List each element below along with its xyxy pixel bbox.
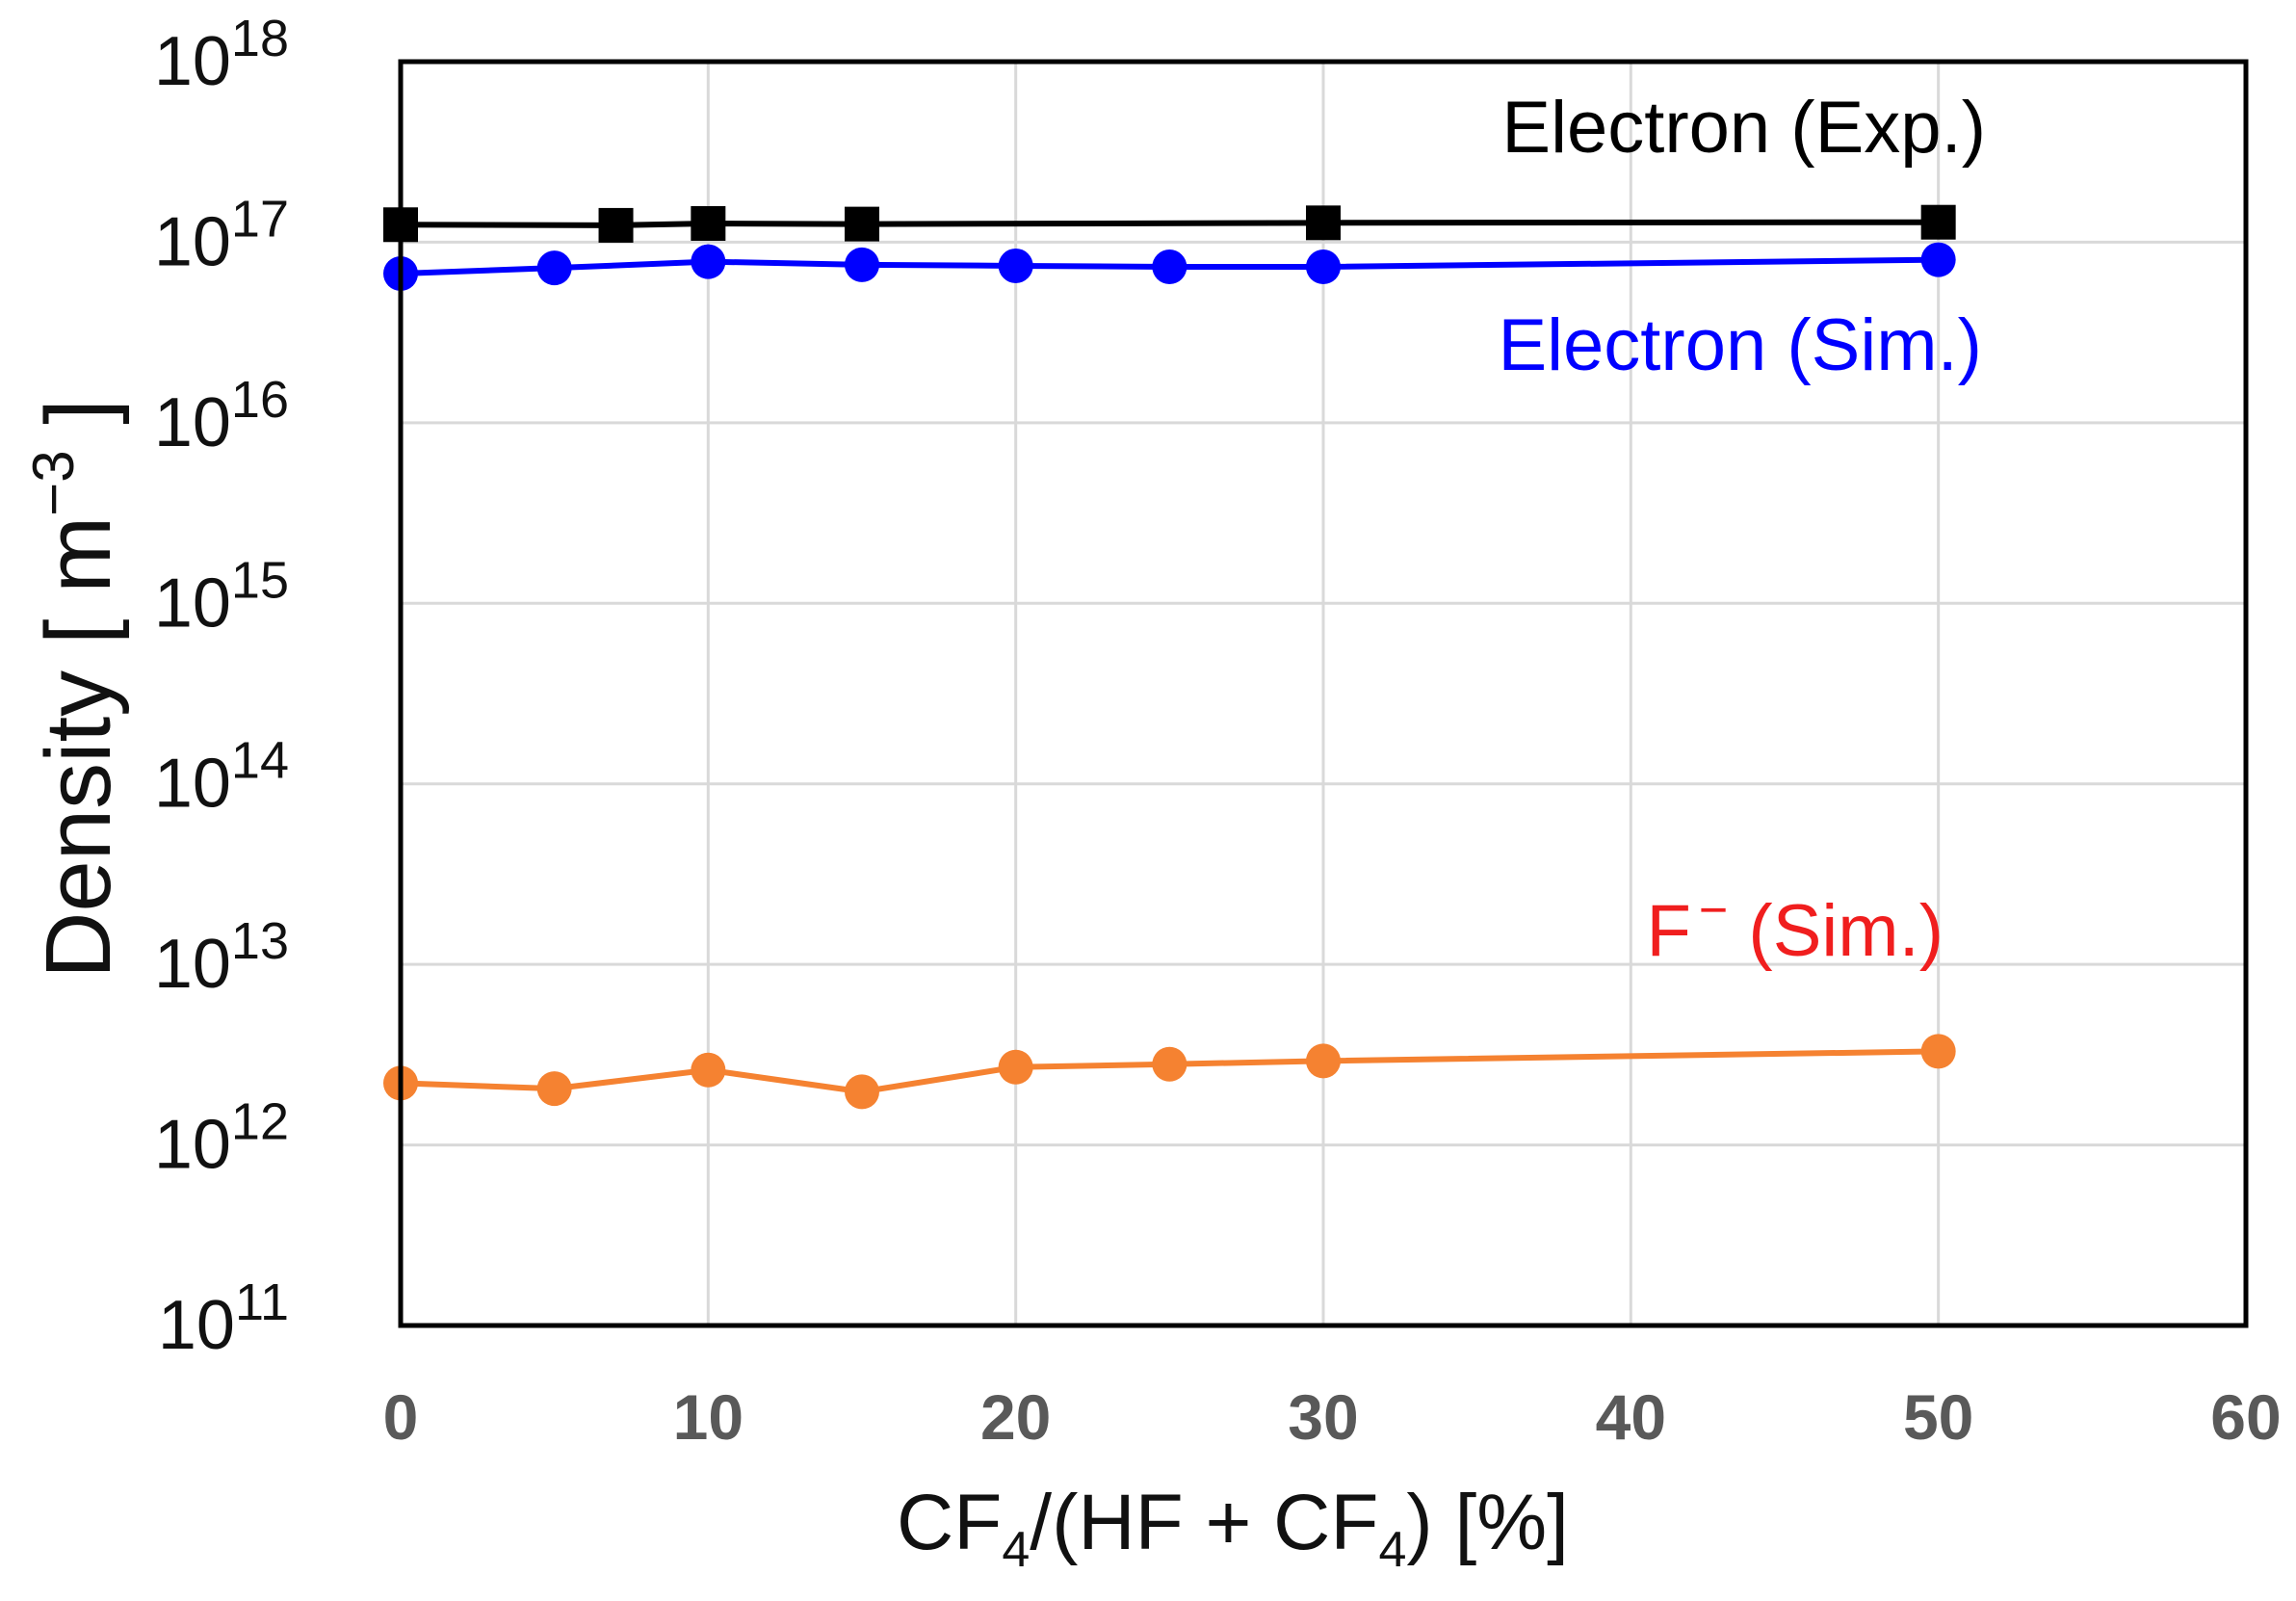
y-tick-label: 1015 xyxy=(154,551,289,642)
series-line xyxy=(400,219,1939,228)
data-point xyxy=(1920,1034,1956,1069)
series-2 xyxy=(383,1034,1956,1110)
y-tick-label: 1011 xyxy=(158,1273,289,1364)
x-tick-label: 40 xyxy=(1596,1381,1666,1453)
y-tick-label: 1016 xyxy=(154,371,289,461)
data-point xyxy=(998,248,1033,283)
data-point xyxy=(1306,205,1341,241)
plot-frame xyxy=(398,59,2249,1328)
series-line xyxy=(400,1048,1939,1095)
data-point xyxy=(845,206,879,242)
data-point xyxy=(691,244,726,279)
data-point xyxy=(1920,204,1956,240)
x-tick-label: 30 xyxy=(1288,1381,1358,1453)
series-labels: Electron (Exp.) Electron (Sim.) F − (Sim.) xyxy=(1498,87,1986,972)
x-axis-label: CF4/(HF + CF4) [%] xyxy=(897,1479,1569,1578)
x-tick-label: 20 xyxy=(980,1381,1051,1453)
data-point xyxy=(1306,1043,1341,1079)
series-0 xyxy=(383,204,1956,243)
data-point xyxy=(536,1071,572,1107)
series-label: Electron (Sim.) xyxy=(1498,304,1982,386)
series-label: Electron (Exp.) xyxy=(1501,87,1986,169)
data-point xyxy=(598,207,634,243)
data-point xyxy=(1152,1046,1187,1082)
data-point xyxy=(998,1049,1033,1085)
x-tick-labels: 0 10 20 30 40 50 60 xyxy=(383,1381,2282,1453)
y-tick-label: 1013 xyxy=(154,912,289,1003)
y-tick-label: 1017 xyxy=(154,190,289,280)
data-point xyxy=(536,250,572,286)
data-point xyxy=(845,247,879,282)
data-point xyxy=(845,1074,879,1110)
series-label: F − (Sim.) xyxy=(1646,882,1944,972)
y-axis-label: Density [ m−3 ] xyxy=(21,399,130,979)
data-point xyxy=(1920,242,1956,277)
y-tick-labels: 1011 1012 1013 1014 1015 1016 1017 1018 xyxy=(154,10,289,1364)
series-layer xyxy=(383,204,1956,1110)
data-point xyxy=(691,1052,726,1088)
y-tick-label: 1014 xyxy=(154,732,289,823)
data-point xyxy=(691,205,726,241)
x-tick-label: 60 xyxy=(2210,1381,2281,1453)
data-point xyxy=(1152,249,1187,285)
series-1 xyxy=(383,242,1956,292)
series-line xyxy=(400,256,1939,277)
x-tick-label: 50 xyxy=(1903,1381,1973,1453)
y-tick-label: 1012 xyxy=(154,1093,289,1184)
y-tick-label: 1018 xyxy=(154,10,289,100)
data-point xyxy=(1306,249,1341,285)
x-tick-label: 0 xyxy=(383,1381,419,1453)
x-tick-label: 10 xyxy=(673,1381,744,1453)
